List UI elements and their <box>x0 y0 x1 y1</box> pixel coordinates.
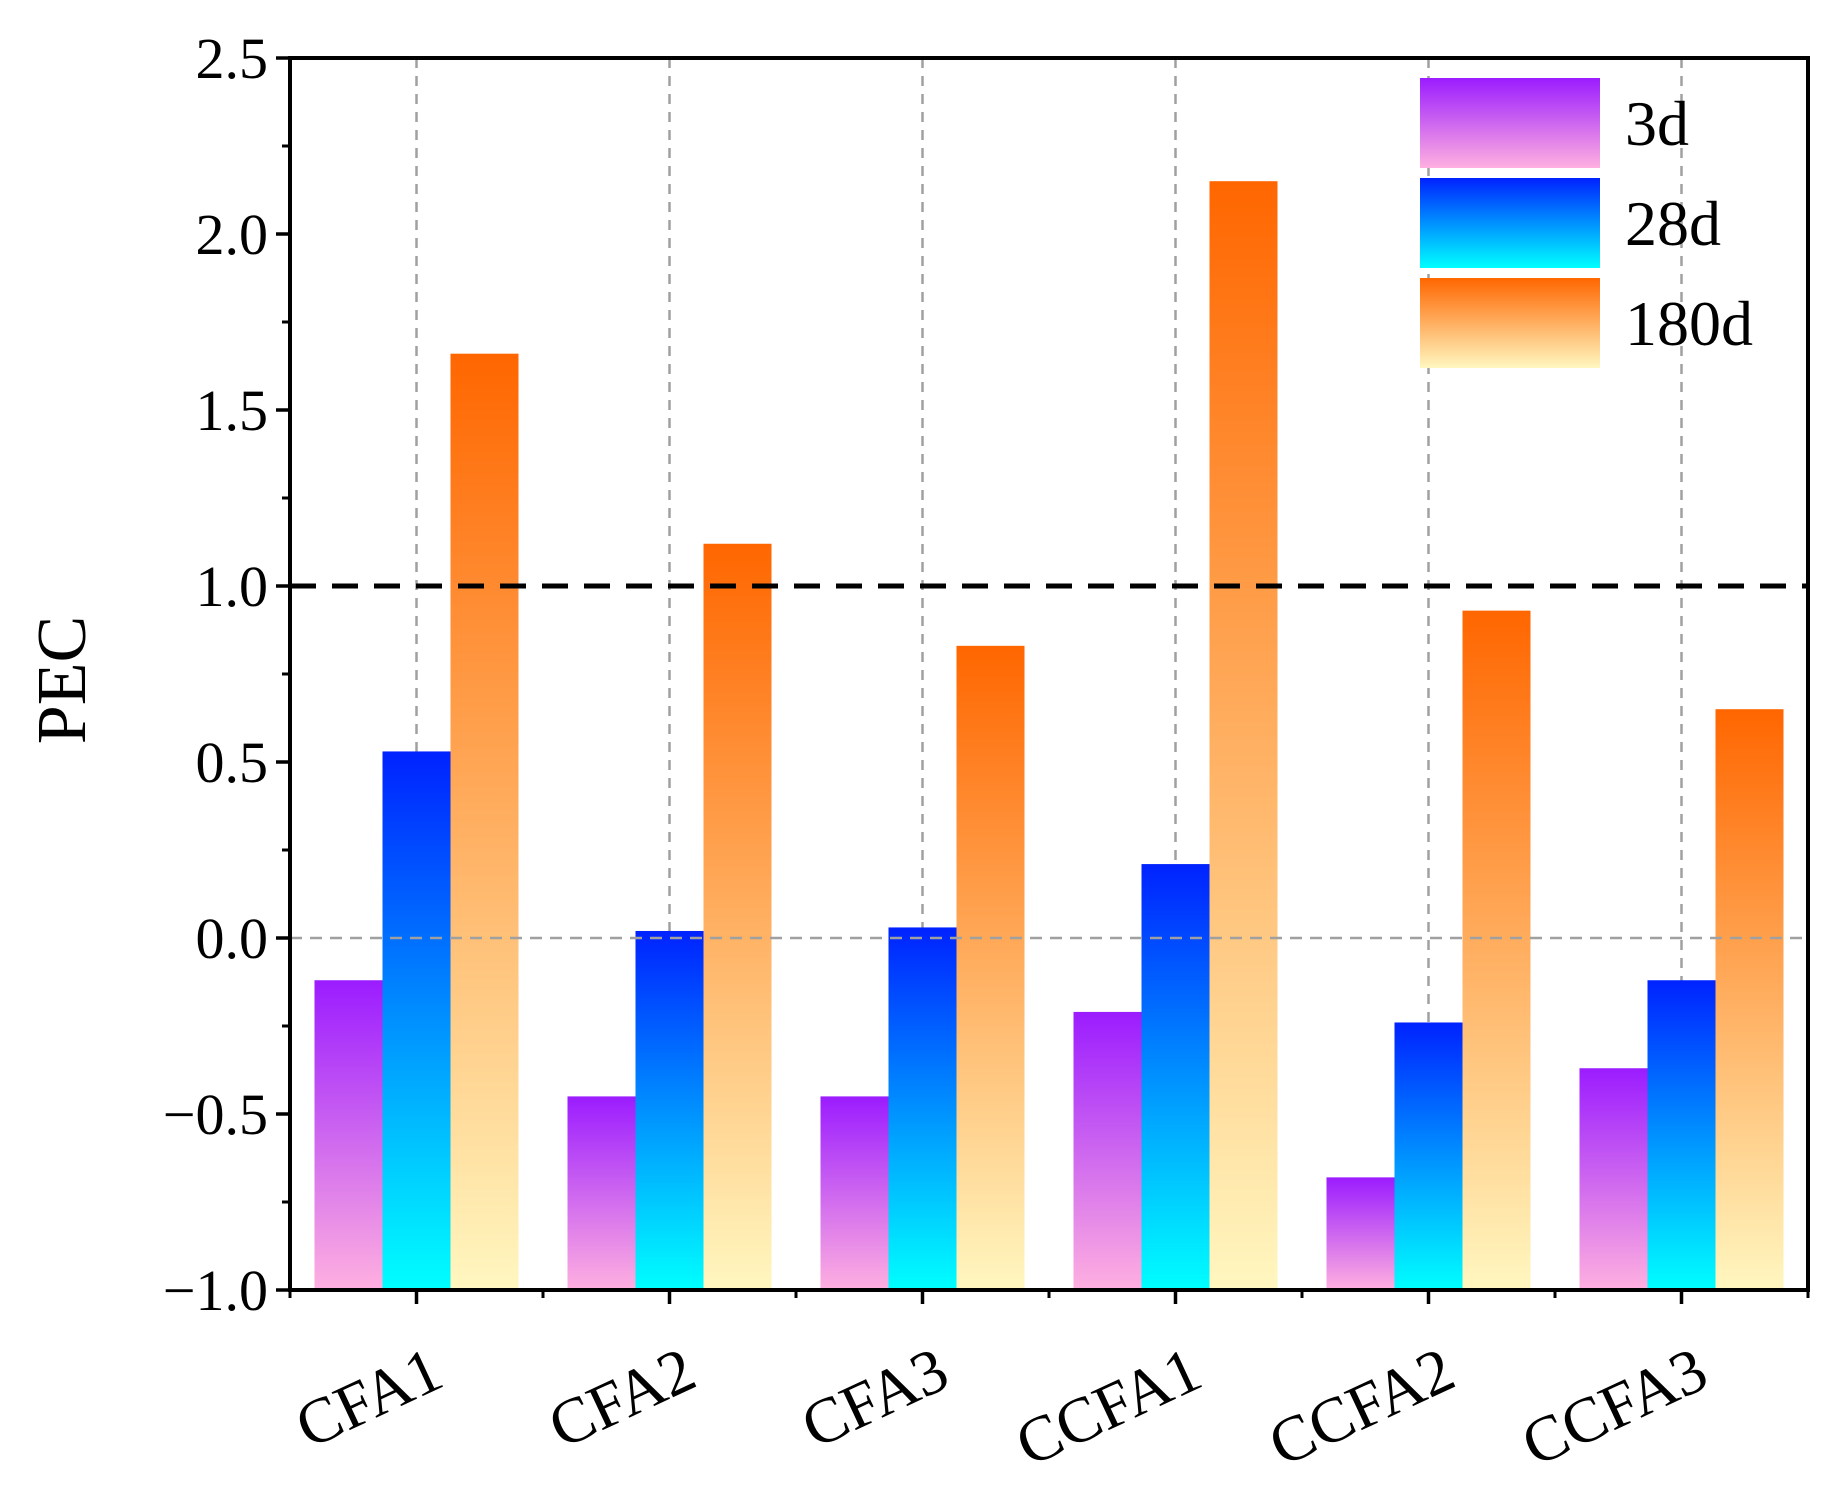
legend-swatch-180d <box>1420 278 1600 368</box>
bar-CCFA3-180d <box>1715 709 1784 1290</box>
y-axis-title: PEC <box>24 616 101 744</box>
y-tick-label: 2.0 <box>196 202 269 267</box>
y-tick-label: 0.0 <box>196 906 269 971</box>
y-tick-label: 2.5 <box>196 26 269 91</box>
legend-label-180d: 180d <box>1625 288 1753 359</box>
x-tick-label-CFA1: CFA1 <box>285 1333 453 1461</box>
bar-CCFA3-28d <box>1647 980 1716 1290</box>
y-tick-label: 0.5 <box>196 730 269 795</box>
bars <box>314 181 1784 1291</box>
x-tick-label-CCFA3: CCFA3 <box>1511 1333 1717 1480</box>
bar-CFA3-28d <box>888 927 957 1290</box>
y-tick-label: 1.5 <box>196 378 269 443</box>
bar-CFA1-3d <box>314 980 383 1290</box>
bar-CCFA1-3d <box>1073 1011 1142 1290</box>
bar-CFA3-180d <box>956 645 1025 1290</box>
x-tick-label-CFA3: CFA3 <box>791 1333 959 1461</box>
bar-CCFA3-3d <box>1579 1068 1648 1290</box>
bar-CFA1-28d <box>382 751 451 1290</box>
y-tick-label: −0.5 <box>163 1082 268 1147</box>
legend-label-28d: 28d <box>1625 188 1721 259</box>
bar-CFA1-180d <box>450 353 519 1290</box>
bar-CFA2-28d <box>635 930 704 1290</box>
bar-CFA3-3d <box>820 1096 889 1290</box>
y-tick-label: −1.0 <box>163 1258 268 1323</box>
bar-CCFA1-28d <box>1141 864 1210 1290</box>
x-tick-label-CFA2: CFA2 <box>538 1333 706 1461</box>
x-tick-label-CCFA1: CCFA1 <box>1005 1333 1211 1480</box>
bar-CFA2-3d <box>567 1096 636 1290</box>
x-tick-label-CCFA2: CCFA2 <box>1258 1333 1464 1480</box>
y-tick-label: 1.0 <box>196 554 269 619</box>
bar-CCFA2-180d <box>1462 610 1531 1290</box>
bar-CCFA2-28d <box>1394 1022 1463 1290</box>
legend: 3d 28d 180d <box>1420 78 1753 368</box>
reference-lines <box>290 583 1808 940</box>
bar-CCFA2-3d <box>1326 1177 1395 1290</box>
legend-swatch-28d <box>1420 178 1600 268</box>
legend-label-3d: 3d <box>1625 88 1689 159</box>
bar-CCFA1-180d <box>1209 181 1278 1291</box>
bar-CFA2-180d <box>703 543 772 1290</box>
legend-swatch-3d <box>1420 78 1600 168</box>
